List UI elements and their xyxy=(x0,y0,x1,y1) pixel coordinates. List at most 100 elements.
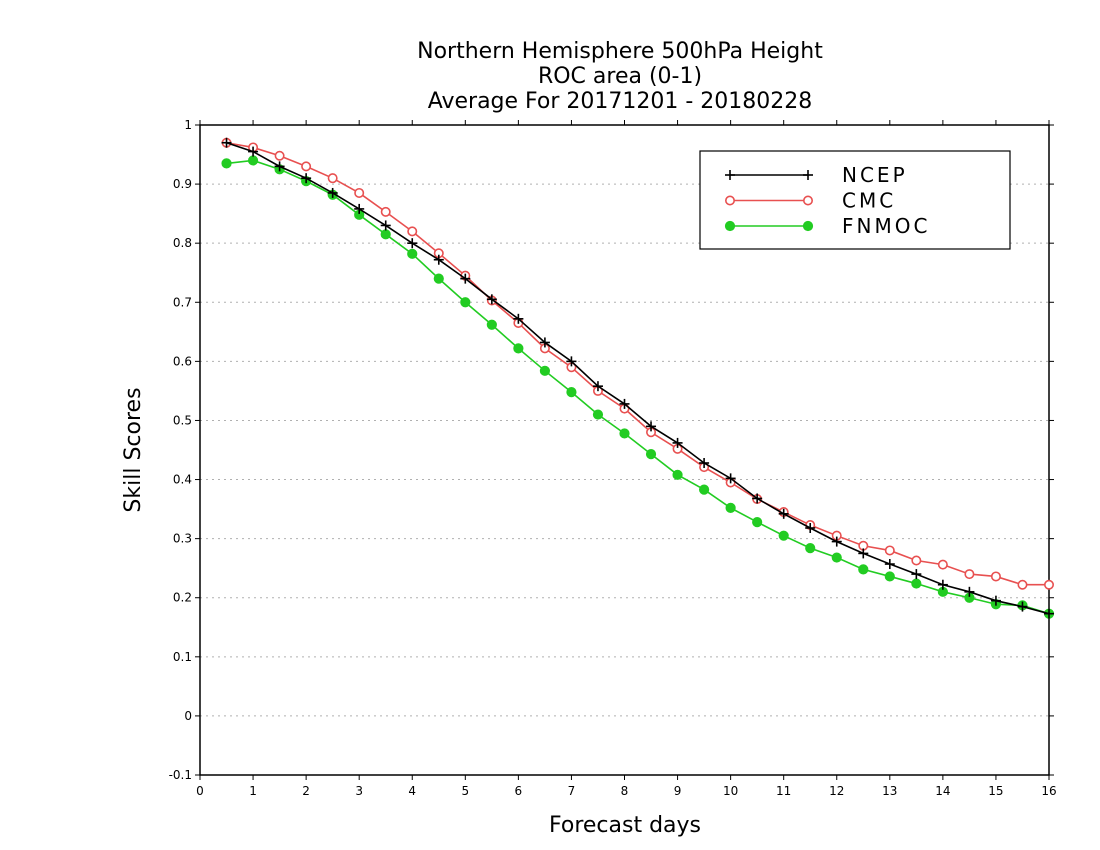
legend-marker-right-fnmoc xyxy=(802,220,814,232)
x-tick-label-0: 0 xyxy=(196,784,204,798)
point-ncep-1 xyxy=(248,146,259,157)
y-tick-label-10: 0.9 xyxy=(173,177,192,191)
point-ncep-12 xyxy=(539,337,550,348)
point-fnmoc-16 xyxy=(645,449,657,460)
point-cmc-27 xyxy=(937,559,948,570)
point-fnmoc-0 xyxy=(221,158,232,169)
point-ncep-9 xyxy=(460,273,471,284)
y-tick-label-4: 0.3 xyxy=(173,532,192,546)
point-ncep-0 xyxy=(221,137,232,148)
legend-marker-left-fnmoc xyxy=(724,220,736,232)
y-tick-label-2: 0.1 xyxy=(173,650,192,664)
x-tick-label-14: 14 xyxy=(935,784,950,798)
point-ncep-7 xyxy=(407,238,418,249)
point-cmc-28 xyxy=(964,569,975,580)
point-ncep-15 xyxy=(619,398,630,409)
point-fnmoc-8 xyxy=(433,273,444,284)
y-tick-label-1: 0 xyxy=(184,709,192,723)
legend-marker-right-cmc xyxy=(802,195,813,206)
point-cmc-30 xyxy=(1017,579,1028,590)
x-tick-label-10: 10 xyxy=(723,784,738,798)
point-ncep-18 xyxy=(699,458,710,468)
y-tick-label-6: 0.5 xyxy=(173,413,192,427)
title-line-2: Average For 20171201 - 20180228 xyxy=(428,89,813,114)
point-cmc-6 xyxy=(380,206,391,217)
point-cmc-3 xyxy=(301,161,312,172)
series-lines xyxy=(221,137,1055,619)
point-ncep-11 xyxy=(513,313,524,324)
point-ncep-4 xyxy=(327,187,338,198)
legend-label-fnmoc: FNMOC xyxy=(842,214,930,238)
x-tick-label-9: 9 xyxy=(674,784,682,798)
point-ncep-25 xyxy=(884,559,895,570)
point-fnmoc-12 xyxy=(539,365,551,376)
series-line-ncep xyxy=(226,141,1050,615)
x-tick-label-15: 15 xyxy=(988,784,1003,798)
x-tick-label-3: 3 xyxy=(355,784,363,798)
point-fnmoc-15 xyxy=(619,428,630,439)
x-tick-label-13: 13 xyxy=(882,784,897,798)
point-ncep-6 xyxy=(380,220,391,231)
point-ncep-10 xyxy=(486,294,497,305)
point-fnmoc-6 xyxy=(380,229,391,240)
x-tick-label-7: 7 xyxy=(568,784,576,798)
point-ncep-13 xyxy=(566,356,577,367)
point-ncep-8 xyxy=(433,254,444,265)
series-ncep xyxy=(221,137,1054,619)
y-tick-label-11: 1 xyxy=(184,118,192,132)
point-cmc-2 xyxy=(274,150,285,161)
y-tick-label-0: -0.1 xyxy=(169,768,192,782)
x-tick-label-16: 16 xyxy=(1041,784,1056,798)
series-fnmoc xyxy=(221,155,1055,619)
y-axis-label: Skill Scores xyxy=(121,387,146,512)
point-fnmoc-20 xyxy=(752,516,763,528)
x-tick-label-6: 6 xyxy=(515,784,523,798)
x-tick-label-11: 11 xyxy=(776,784,791,798)
title-line-1: ROC area (0-1) xyxy=(538,64,702,89)
point-fnmoc-21 xyxy=(778,530,789,541)
point-fnmoc-7 xyxy=(407,248,418,259)
y-tick-label-8: 0.7 xyxy=(173,295,192,309)
point-cmc-26 xyxy=(911,555,922,566)
point-ncep-23 xyxy=(831,536,842,547)
point-fnmoc-26 xyxy=(911,578,922,589)
gridlines xyxy=(200,183,1049,717)
point-fnmoc-17 xyxy=(672,469,683,480)
legend-label-ncep: NCEP xyxy=(842,163,908,187)
x-tick-label-8: 8 xyxy=(621,784,629,798)
point-fnmoc-19 xyxy=(725,502,736,514)
point-ncep-17 xyxy=(672,437,683,448)
point-fnmoc-24 xyxy=(858,564,869,575)
point-cmc-25 xyxy=(884,545,895,556)
point-ncep-22 xyxy=(805,523,816,533)
series-cmc xyxy=(221,137,1055,590)
legend-marker-left-ncep xyxy=(725,170,735,180)
point-ncep-5 xyxy=(354,203,365,214)
point-fnmoc-13 xyxy=(566,386,577,398)
point-ncep-24 xyxy=(858,548,869,559)
point-ncep-20 xyxy=(752,493,763,504)
point-fnmoc-11 xyxy=(513,343,524,354)
point-fnmoc-1 xyxy=(247,155,259,166)
point-ncep-21 xyxy=(778,508,789,519)
point-cmc-4 xyxy=(327,173,338,184)
point-fnmoc-14 xyxy=(592,409,604,420)
point-fnmoc-9 xyxy=(460,297,471,308)
point-cmc-5 xyxy=(354,187,365,198)
x-tick-label-4: 4 xyxy=(408,784,416,798)
point-ncep-27 xyxy=(937,579,948,590)
point-fnmoc-23 xyxy=(831,552,842,563)
point-fnmoc-18 xyxy=(698,484,710,495)
legend-marker-left-cmc xyxy=(724,195,735,206)
y-tick-label-3: 0.2 xyxy=(173,591,192,605)
point-ncep-16 xyxy=(646,421,657,432)
axis-ticks: -0.100.10.20.30.40.50.60.70.80.910 1 2 3 4 5 6… xyxy=(169,118,1057,798)
x-tick-label-5: 5 xyxy=(461,784,469,798)
x-axis-label: Forecast days xyxy=(549,813,701,838)
point-ncep-29 xyxy=(990,595,1001,606)
point-ncep-14 xyxy=(592,381,603,392)
legend-marker-right-ncep xyxy=(803,170,813,180)
point-ncep-19 xyxy=(725,473,736,484)
point-ncep-30 xyxy=(1017,601,1028,612)
